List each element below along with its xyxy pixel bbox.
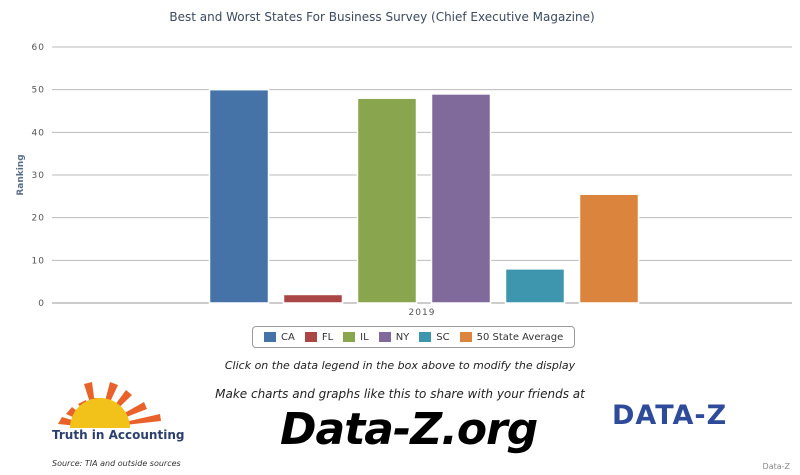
credit-text: Data-Z xyxy=(762,462,790,471)
y-tick-label: 10 xyxy=(32,256,45,266)
source-note: Source: TIA and outside sources xyxy=(52,459,181,468)
legend-swatch xyxy=(459,332,472,342)
y-tick-label: 20 xyxy=(32,214,45,224)
legend-hint: Click on the data legend in the box abov… xyxy=(224,359,576,372)
legend-label: CA xyxy=(281,331,295,343)
legend-label: FL xyxy=(321,331,334,343)
y-tick-label: 0 xyxy=(38,299,45,309)
y-tick-label: 50 xyxy=(32,86,45,96)
bar-il[interactable] xyxy=(356,97,418,304)
tia-sun-logo-icon xyxy=(58,382,161,428)
bar-ny[interactable] xyxy=(430,93,492,304)
bar-fl[interactable] xyxy=(282,293,344,304)
x-tick-label: 2019 xyxy=(409,308,436,318)
legend-swatch xyxy=(304,332,317,342)
bar-ca[interactable] xyxy=(208,88,270,304)
legend-swatch xyxy=(419,332,432,342)
y-tick-label: 40 xyxy=(32,128,45,138)
legend-item-ca[interactable]: CA xyxy=(264,332,295,343)
legend-item-50-state-average[interactable]: 50 State Average xyxy=(459,331,564,343)
legend-item-fl[interactable]: FL xyxy=(304,331,334,343)
legend-swatch xyxy=(343,332,356,342)
y-tick-label: 60 xyxy=(32,43,45,53)
bar-50-state-average[interactable] xyxy=(578,193,640,304)
bar-chart: Best and Worst States For Business Surve… xyxy=(16,10,792,318)
gridlines: 0 10 20 30 40 50 60 xyxy=(32,43,792,309)
x-axis-ticks: 2019 xyxy=(409,308,436,318)
legend-item-sc[interactable]: SC xyxy=(419,331,450,343)
legend-label: IL xyxy=(360,331,369,343)
legend-label: 50 State Average xyxy=(476,331,564,343)
y-axis-label: Ranking xyxy=(16,154,26,195)
legend-label: SC xyxy=(436,331,450,343)
legend-item-il[interactable]: IL xyxy=(343,332,369,343)
legend: CA FL IL NY SC 50 State Average xyxy=(252,326,576,348)
bar-sc[interactable] xyxy=(504,268,566,304)
legend-swatch xyxy=(264,332,276,342)
dataz-logo-text: DATA-Z xyxy=(612,400,728,431)
legend-item-ny[interactable]: NY xyxy=(378,331,410,343)
chart-title: Best and Worst States For Business Surve… xyxy=(169,10,594,24)
y-tick-label: 30 xyxy=(32,171,45,181)
legend-swatch xyxy=(378,332,391,342)
legend-label: NY xyxy=(395,331,410,343)
promo-text: Make charts and graphs like this to shar… xyxy=(215,387,585,401)
bars xyxy=(208,88,640,304)
data-z-url[interactable]: Data-Z.org xyxy=(280,404,538,455)
tia-logo-text: Truth in Accounting xyxy=(52,428,185,442)
